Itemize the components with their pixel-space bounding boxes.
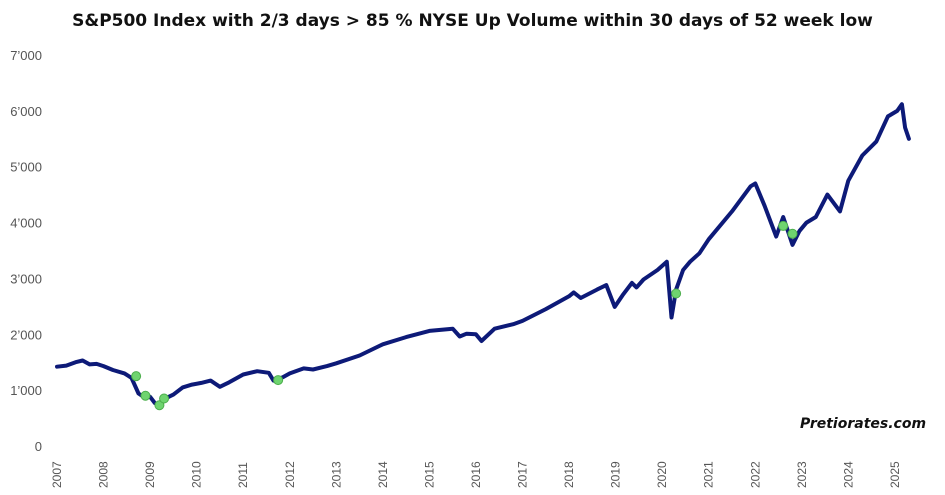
x-tick-label: 2016 — [469, 461, 483, 488]
y-tick-label: 0 — [35, 439, 42, 454]
x-tick-label: 2024 — [841, 461, 855, 488]
signal-marker — [778, 220, 789, 231]
signal-marker — [154, 400, 165, 411]
signal-markers — [131, 220, 798, 411]
y-tick-label: 4’000 — [10, 216, 42, 231]
x-tick-label: 2023 — [795, 461, 809, 488]
x-tick-label: 2018 — [562, 461, 576, 488]
y-tick-label: 1’000 — [10, 383, 42, 398]
x-axis: 2007 2008 2009 2010 2011 2012 2013 2014 2015 2016… — [50, 461, 902, 488]
x-tick-label: 2010 — [190, 461, 204, 488]
chart-title: S&P500 Index with 2/3 days > 85 % NYSE U… — [72, 11, 873, 31]
x-tick-label: 2025 — [888, 461, 902, 488]
x-tick-label: 2019 — [609, 461, 623, 488]
y-tick-label: 6’000 — [10, 104, 42, 119]
signal-marker — [671, 288, 682, 299]
x-tick-label: 2014 — [376, 461, 390, 488]
x-tick-label: 2021 — [702, 461, 716, 488]
x-tick-label: 2008 — [97, 461, 111, 488]
signal-marker — [273, 375, 284, 386]
x-tick-label: 2011 — [236, 462, 250, 488]
watermark: Pretiorates.com — [800, 416, 927, 432]
x-tick-label: 2022 — [748, 461, 762, 488]
x-tick-label: 2017 — [516, 461, 530, 488]
y-tick-label: 7’000 — [10, 48, 42, 63]
signal-marker — [131, 371, 142, 382]
y-tick-label: 3’000 — [10, 271, 42, 286]
y-axis: 0 1’000 2’000 3’000 4’000 5’000 6’000 7’000 — [10, 48, 42, 454]
x-tick-label: 2009 — [143, 461, 157, 488]
signal-marker — [140, 390, 151, 401]
y-tick-label: 5’000 — [10, 160, 42, 175]
x-tick-label: 2020 — [655, 461, 669, 488]
x-tick-label: 2007 — [50, 461, 64, 488]
x-tick-label: 2015 — [422, 461, 436, 488]
sp500-index-line — [55, 102, 911, 408]
x-tick-label: 2013 — [329, 461, 343, 488]
signal-marker — [159, 393, 170, 404]
signal-marker — [787, 228, 798, 239]
y-tick-label: 2’000 — [10, 327, 42, 342]
x-tick-label: 2012 — [283, 461, 297, 488]
